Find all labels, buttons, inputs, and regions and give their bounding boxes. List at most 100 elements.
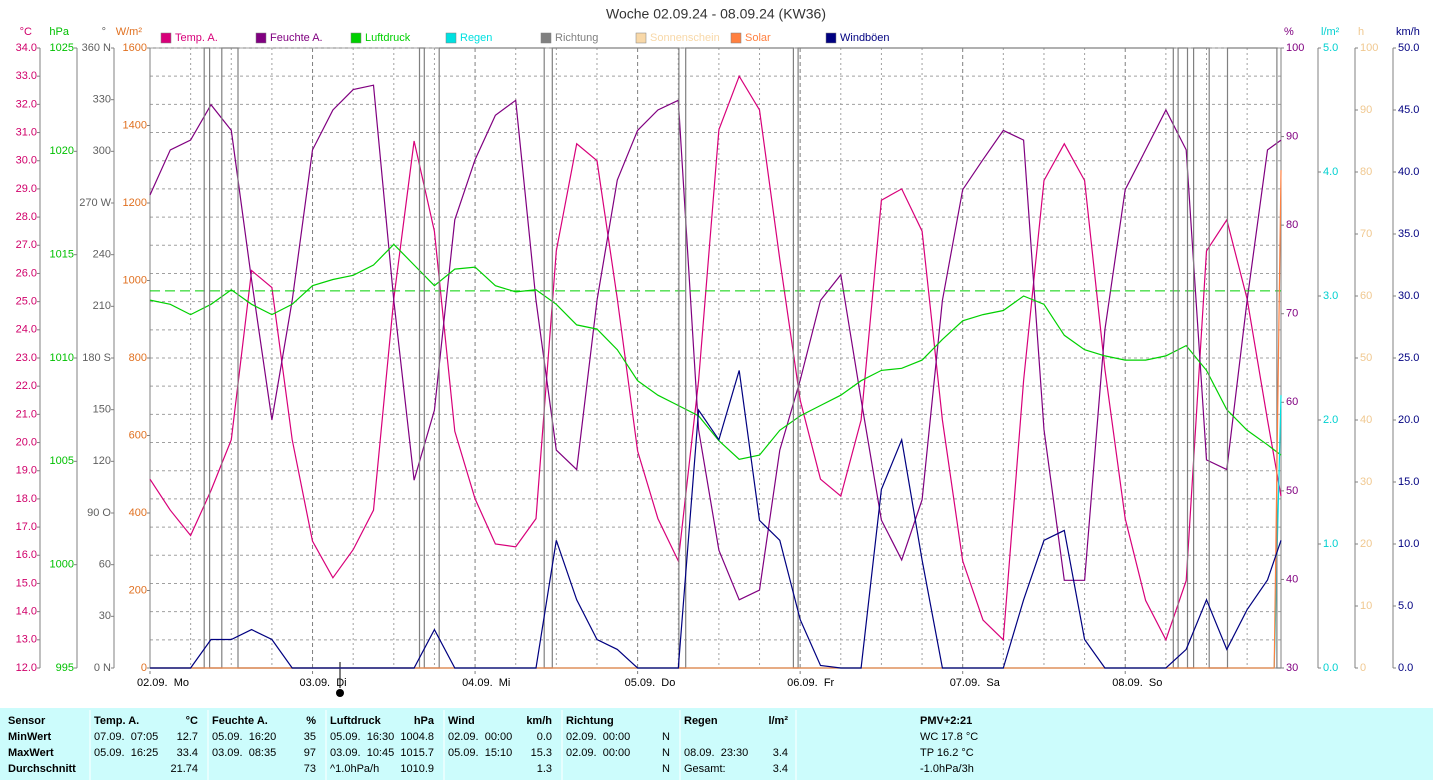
y-tick-label: 400 <box>129 507 147 519</box>
x-tick-label: 04.09. Mi <box>462 677 510 689</box>
table-value: 73 <box>304 763 316 775</box>
x-tick-label: 06.09. Fr <box>787 677 834 689</box>
y-tick-label: 21.0 <box>16 408 37 420</box>
y-tick-label: 270 W <box>79 197 111 209</box>
y-tick-label: 14.0 <box>16 606 37 618</box>
legend-label: Richtung <box>555 32 598 44</box>
stats-background <box>0 708 1433 780</box>
y-tick-label: 60 <box>99 559 111 571</box>
y-tick-label: 19.0 <box>16 465 37 477</box>
y-tick-label: 33.0 <box>16 70 37 82</box>
y-tick-label: 24.0 <box>16 324 37 336</box>
y-axis-unit: km/h <box>1396 26 1420 38</box>
y-tick-label: 25.0 <box>16 296 37 308</box>
legend-swatch <box>540 32 552 44</box>
y-tick-label: 27.0 <box>16 239 37 251</box>
y-axis-unit: l/m² <box>1321 26 1340 38</box>
y-tick-label: 30 <box>1286 662 1298 674</box>
chart-background <box>0 0 1433 706</box>
y-tick-label: 18.0 <box>16 493 37 505</box>
legend-label: Solar <box>745 32 771 44</box>
table-value: 1010.9 <box>400 763 434 775</box>
y-tick-label: 20.0 <box>1398 414 1419 426</box>
x-tick-label: 05.09. Do <box>625 677 676 689</box>
y-tick-label: 1400 <box>123 119 147 131</box>
table-time: 02.09. 00:00 <box>566 731 630 743</box>
y-tick-label: 13.0 <box>16 634 37 646</box>
row-label: MinWert <box>8 731 52 743</box>
y-tick-label: 1005 <box>50 455 74 467</box>
y-tick-label: 1600 <box>123 42 147 54</box>
chart-title: Woche 02.09.24 - 08.09.24 (KW36) <box>606 6 826 22</box>
y-tick-label: 70 <box>1286 308 1298 320</box>
table-value: 0.0 <box>537 731 552 743</box>
table-time: 02.09. 00:00 <box>566 747 630 759</box>
y-tick-label: 60 <box>1360 290 1372 302</box>
row-label: MaxWert <box>8 747 54 759</box>
table-unit: hPa <box>414 715 435 727</box>
table-value: 1015.7 <box>400 747 434 759</box>
y-tick-label: 30 <box>99 610 111 622</box>
table-header: Temp. A. <box>94 715 139 727</box>
legend-label: Sonnenschein <box>650 32 720 44</box>
y-tick-label: 28.0 <box>16 211 37 223</box>
table-value: N <box>662 747 670 759</box>
legend-swatch <box>445 32 457 44</box>
table-header: Wind <box>448 715 475 727</box>
y-tick-label: 26.0 <box>16 267 37 279</box>
y-tick-label: 1010 <box>50 352 74 364</box>
legend-swatch <box>825 32 837 44</box>
y-tick-label: 23.0 <box>16 352 37 364</box>
y-axis-unit: h <box>1358 26 1364 38</box>
legend-swatch <box>160 32 172 44</box>
y-tick-label: 70 <box>1360 228 1372 240</box>
y-tick-label: 1015 <box>50 249 74 261</box>
y-tick-label: 40.0 <box>1398 166 1419 178</box>
table-header: Sensor <box>8 715 46 727</box>
y-tick-label: 29.0 <box>16 183 37 195</box>
y-tick-label: 800 <box>129 352 147 364</box>
y-tick-label: 995 <box>56 662 74 674</box>
table-header: Regen <box>684 715 718 727</box>
legend-label: Feuchte A. <box>270 32 323 44</box>
table-time: Gesamt: <box>684 763 726 775</box>
table-value: 97 <box>304 747 316 759</box>
legend-label: Windböen <box>840 32 890 44</box>
y-tick-label: 1020 <box>50 145 74 157</box>
y-tick-label: 16.0 <box>16 549 37 561</box>
y-tick-label: 90 <box>1286 130 1298 142</box>
y-tick-label: 5.0 <box>1398 600 1413 612</box>
y-tick-label: 0 <box>141 662 147 674</box>
table-value: N <box>662 763 670 775</box>
y-tick-label: 30.0 <box>1398 290 1419 302</box>
y-tick-label: 2.0 <box>1323 414 1338 426</box>
y-tick-label: 180 S <box>82 352 111 364</box>
y-tick-label: 150 <box>93 404 111 416</box>
series-line <box>149 74 1282 642</box>
y-tick-label: 15.0 <box>1398 476 1419 488</box>
table-value: 3.4 <box>773 763 788 775</box>
y-tick-label: 330 <box>93 94 111 106</box>
y-tick-label: 34.0 <box>16 42 37 54</box>
table-header: Feuchte A. <box>212 715 268 727</box>
x-tick-label: 02.09. Mo <box>137 677 189 689</box>
y-tick-label: 300 <box>93 145 111 157</box>
table-value: 33.4 <box>177 747 198 759</box>
y-tick-label: 210 <box>93 300 111 312</box>
y-tick-label: 120 <box>93 455 111 467</box>
y-tick-label: 25.0 <box>1398 352 1419 364</box>
row-label: Durchschnitt <box>8 763 76 775</box>
y-tick-label: 20.0 <box>16 436 37 448</box>
x-tick-label: 08.09. So <box>1112 677 1162 689</box>
y-tick-label: 31.0 <box>16 126 37 138</box>
y-axis-unit: hPa <box>49 26 69 38</box>
legend-swatch <box>350 32 362 44</box>
x-tick-label: 07.09. Sa <box>950 677 1001 689</box>
y-tick-label: 4.0 <box>1323 166 1338 178</box>
y-tick-label: 20 <box>1360 538 1372 550</box>
legend-swatch <box>730 32 742 44</box>
table-time: 05.09. 16:20 <box>212 731 276 743</box>
legend-swatch <box>635 32 647 44</box>
